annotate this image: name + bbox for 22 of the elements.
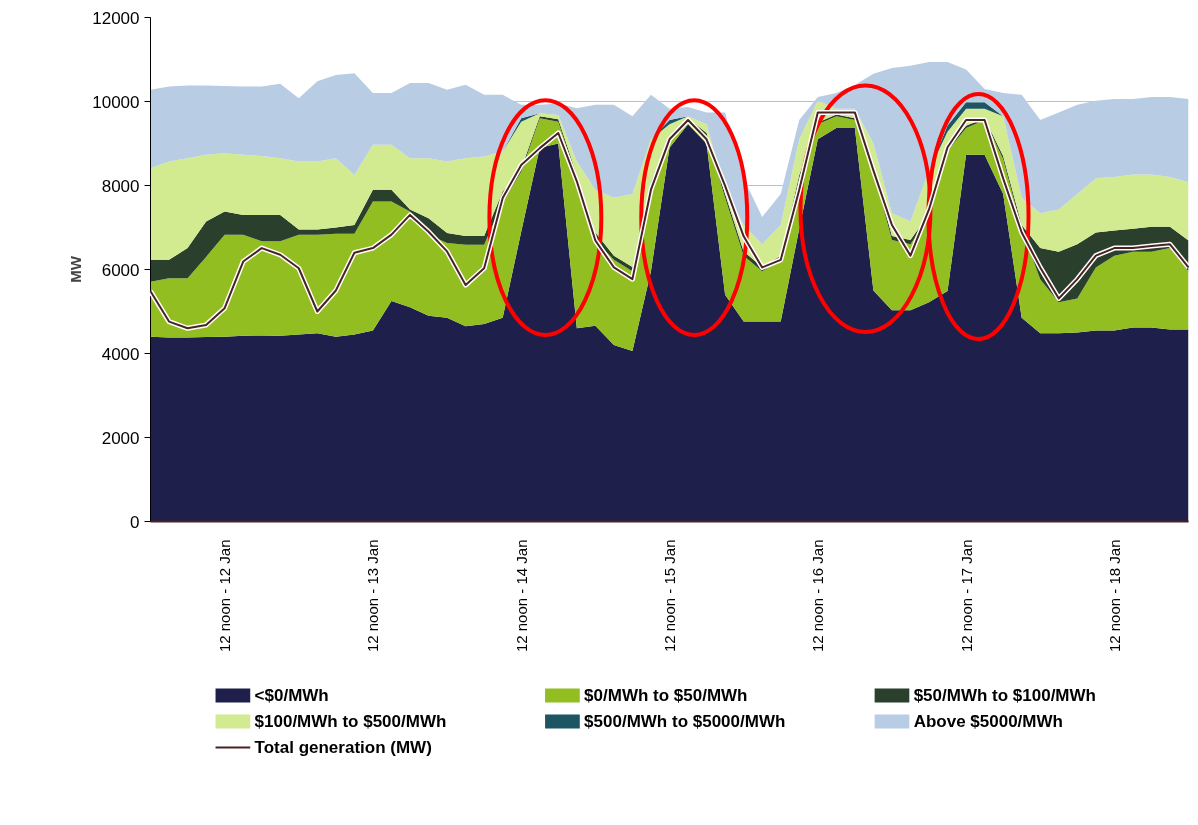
legend-label: $0/MWh to $50/MWh bbox=[584, 686, 748, 705]
legend-label: Above $5000/MWh bbox=[913, 712, 1063, 731]
y-tick-label: 2000 bbox=[101, 428, 140, 448]
y-axis-title: MW bbox=[67, 255, 85, 283]
x-tick-label: 12 noon - 18 Jan bbox=[1105, 539, 1123, 653]
x-tick-label: 12 noon - 17 Jan bbox=[957, 539, 975, 653]
x-tick-label: 12 noon - 14 Jan bbox=[512, 539, 530, 653]
y-tick-label: 12000 bbox=[92, 8, 140, 28]
y-tick-label: 0 bbox=[130, 512, 140, 532]
legend-label: <$0/MWh bbox=[254, 686, 329, 705]
x-tick-label: 12 noon - 12 Jan bbox=[216, 539, 234, 653]
x-tick-label: 12 noon - 13 Jan bbox=[364, 539, 382, 653]
x-tick-label: 12 noon - 16 Jan bbox=[809, 539, 827, 653]
legend-label: $50/MWh to $100/MWh bbox=[913, 686, 1096, 705]
legend-label: $100/MWh to $500/MWh bbox=[254, 712, 447, 731]
legend-label: Total generation (MW) bbox=[254, 738, 432, 757]
y-tick-label: 10000 bbox=[92, 92, 140, 112]
y-tick-label: 6000 bbox=[101, 260, 140, 280]
y-tick-label: 4000 bbox=[101, 344, 140, 364]
legend-label: $500/MWh to $5000/MWh bbox=[584, 712, 786, 731]
y-tick-label: 8000 bbox=[101, 176, 140, 196]
x-tick-label: 12 noon - 15 Jan bbox=[661, 539, 678, 653]
